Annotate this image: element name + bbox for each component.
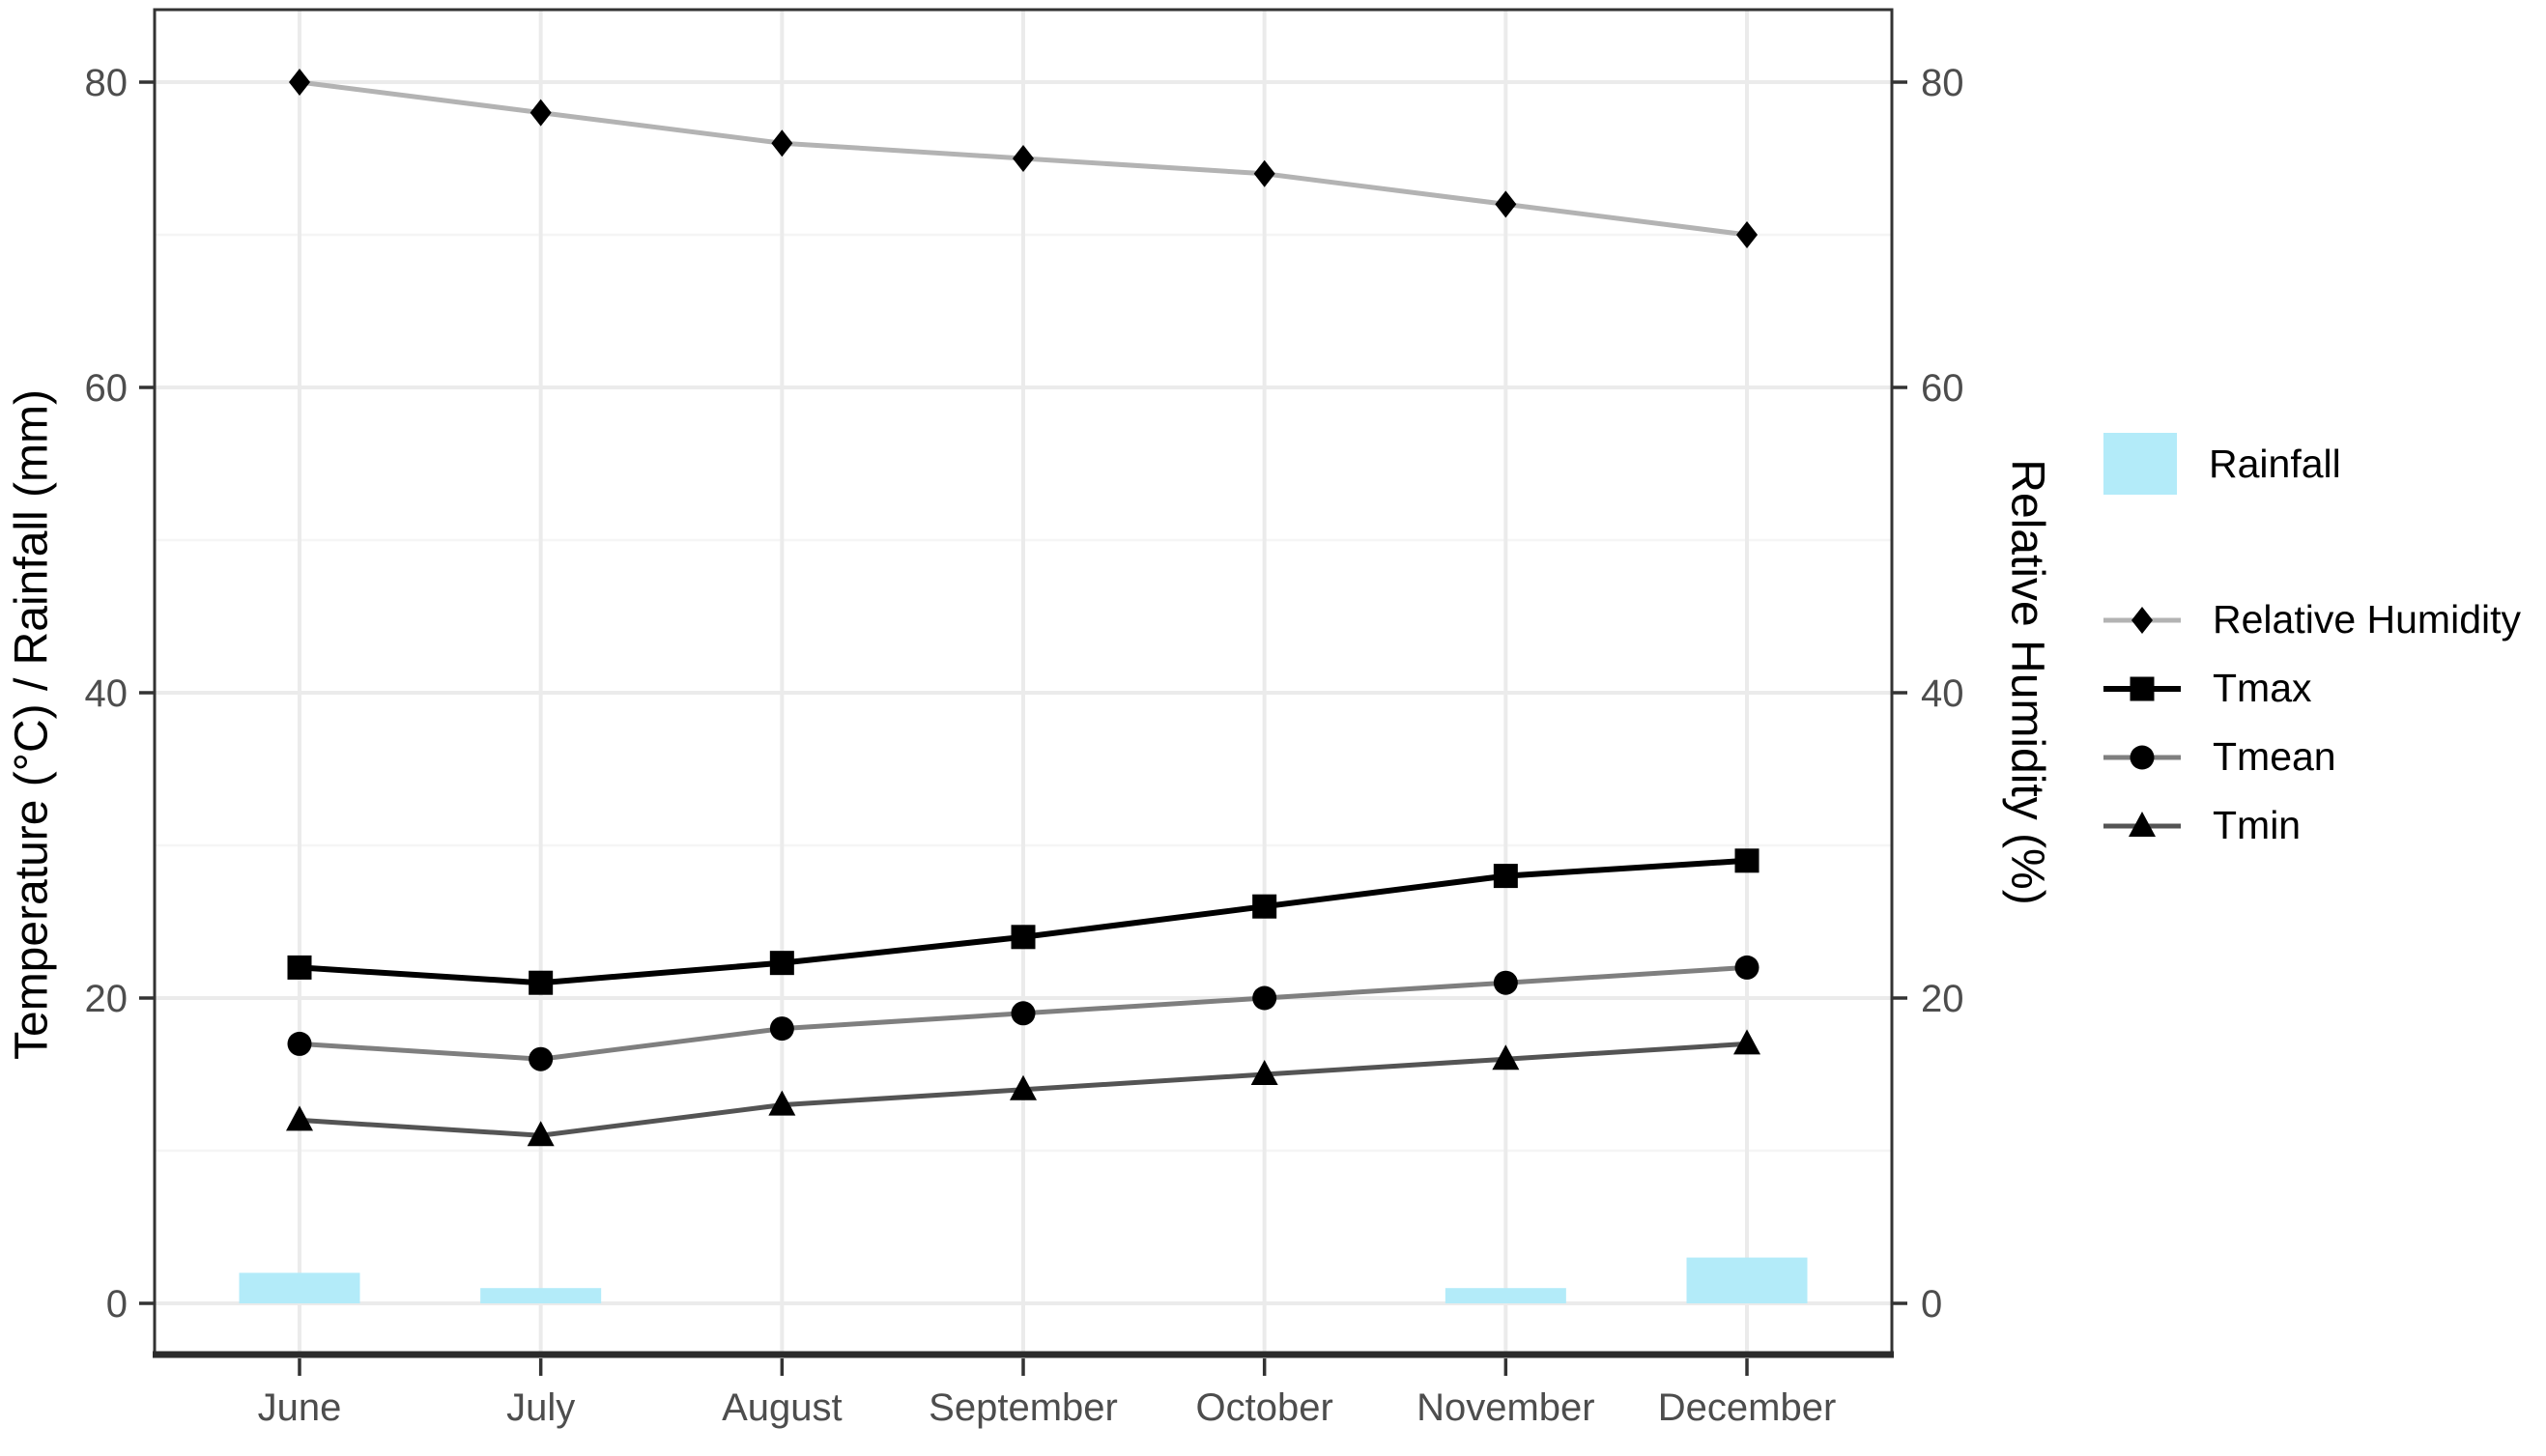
x-tick-label-october: October: [1196, 1386, 1333, 1429]
data-point-tmin-december: [1733, 1029, 1761, 1055]
right-tick-label-60: 60: [1921, 367, 1964, 410]
series-relative-humidity: [289, 69, 1759, 248]
rainfall-bar-june: [239, 1272, 360, 1303]
data-point-tmin-july: [527, 1121, 555, 1147]
data-point-tmean-november: [1493, 970, 1518, 995]
data-point-relative-humidity-june: [289, 69, 310, 96]
right-tick-label-20: 20: [1921, 978, 1964, 1020]
legend-item-tmean: Tmean: [2082, 723, 2546, 791]
x-tick-label-july: July: [506, 1386, 575, 1429]
rainfall-bar-july: [480, 1288, 602, 1303]
left-axis-title: Temperature (°C) / Rainfall (mm): [6, 389, 58, 1060]
data-point-tmin-september: [1010, 1074, 1038, 1100]
left-tick-label-20: 20: [85, 978, 129, 1020]
legend-label-tmin: Tmin: [2213, 803, 2302, 847]
right-tick-label-40: 40: [1921, 672, 1964, 715]
x-tick-label-june: June: [258, 1386, 342, 1429]
x-tick-label-september: September: [929, 1386, 1118, 1429]
legend-item-rainfall: Rainfall: [2082, 433, 2546, 495]
left-tick-label-80: 80: [85, 62, 129, 104]
legend-key-swatch-rainfall: [2103, 433, 2177, 495]
legend-label-tmean: Tmean: [2213, 734, 2336, 779]
data-point-tmean-december: [1734, 955, 1759, 980]
legend-key-tmean: [2103, 745, 2181, 769]
legend-label-tmax: Tmax: [2213, 666, 2312, 710]
rainfall-bar-december: [1686, 1257, 1808, 1303]
data-point-tmean-june: [287, 1031, 312, 1056]
legend-label-rainfall: Rainfall: [2209, 441, 2341, 486]
data-point-tmean-august: [769, 1016, 794, 1042]
series-rainfall: [239, 1257, 1808, 1303]
data-point-relative-humidity-october: [1253, 159, 1275, 187]
data-point-tmean-july: [529, 1046, 554, 1071]
series-tmean: [287, 955, 1759, 1071]
left-tick-label-60: 60: [85, 367, 129, 410]
data-point-tmax-november: [1493, 864, 1518, 889]
legend-item-tmax: Tmax: [2082, 654, 2546, 723]
legend-label-relative-humidity: Relative Humidity: [2213, 597, 2521, 642]
series-tmin: [286, 1029, 1761, 1147]
series-tmax: [287, 848, 1759, 995]
triangle-icon: [2129, 811, 2156, 837]
data-point-tmean-october: [1252, 985, 1277, 1011]
x-tick-label-december: December: [1658, 1386, 1837, 1429]
legend-key-tmax: [2103, 676, 2181, 700]
right-axis-title: Relative Humidity (%): [2001, 459, 2053, 905]
square-icon: [2130, 676, 2155, 700]
left-tick-label-0: 0: [106, 1283, 128, 1326]
legend-item-tmin: Tmin: [2082, 791, 2546, 860]
x-tick-label-november: November: [1416, 1386, 1595, 1429]
data-point-tmax-june: [287, 955, 312, 980]
left-tick-label-40: 40: [85, 672, 129, 715]
x-tick-label-august: August: [722, 1386, 843, 1429]
data-point-relative-humidity-september: [1013, 145, 1035, 172]
data-point-tmin-october: [1250, 1060, 1278, 1085]
data-point-relative-humidity-july: [529, 99, 552, 127]
data-point-tmax-july: [529, 970, 554, 995]
diamond-icon: [2131, 606, 2153, 634]
data-point-tmax-december: [1734, 848, 1759, 873]
data-point-tmin-november: [1492, 1044, 1520, 1071]
data-point-tmean-september: [1011, 1001, 1036, 1026]
data-point-tmax-september: [1011, 925, 1036, 950]
legend-key-relative-humidity: [2103, 606, 2181, 634]
data-point-relative-humidity-november: [1495, 190, 1517, 218]
data-point-tmax-august: [769, 951, 794, 976]
circle-icon: [2130, 745, 2155, 769]
right-tick-label-80: 80: [1921, 62, 1964, 104]
data-point-tmax-october: [1252, 894, 1277, 919]
data-point-tmin-june: [286, 1105, 313, 1131]
rainfall-bar-november: [1445, 1288, 1566, 1303]
data-point-relative-humidity-december: [1736, 221, 1759, 248]
legend: Rainfall Relative Humidity Tmax Tmean Tmin: [2082, 433, 2546, 860]
legend-key-tmin: [2103, 811, 2181, 837]
data-point-tmin-august: [768, 1090, 796, 1116]
data-point-relative-humidity-august: [771, 129, 793, 157]
legend-item-relative-humidity: Relative Humidity: [2082, 585, 2546, 654]
right-tick-label-0: 0: [1921, 1283, 1942, 1326]
